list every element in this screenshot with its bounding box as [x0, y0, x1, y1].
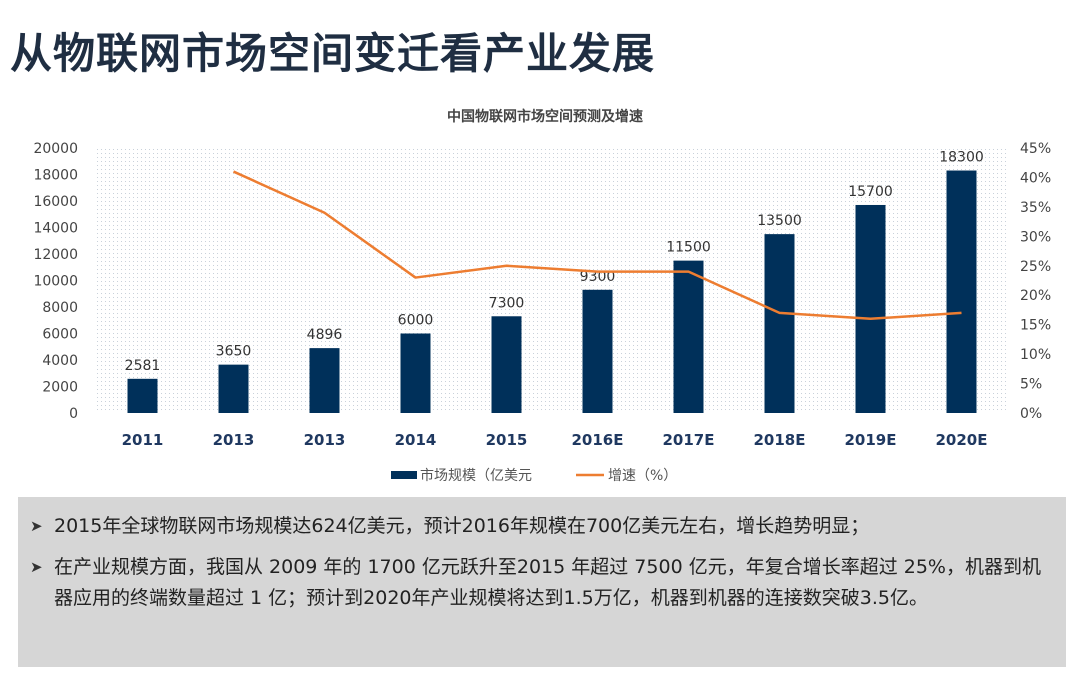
bar [582, 289, 613, 413]
x-tick-label: 2011 [122, 431, 164, 449]
bar-value-label: 18300 [939, 150, 984, 166]
bar [400, 333, 431, 413]
left-tick-label: 0 [69, 406, 78, 422]
right-tick-label: 30% [1020, 229, 1051, 245]
x-tick-label: 2016E [572, 431, 624, 449]
left-tick-label: 2000 [42, 380, 78, 396]
bar-value-label: 15700 [848, 184, 893, 200]
left-tick-label: 14000 [33, 221, 78, 237]
chart-title: 中国物联网市场空间预测及增速 [447, 108, 643, 125]
bar-value-label: 3650 [216, 344, 252, 360]
legend-label-line: 增速（%） [608, 468, 677, 484]
arrow-bullet-icon: ➤ [30, 558, 43, 576]
bar-value-label: 4896 [307, 327, 343, 343]
right-tick-label: 40% [1020, 170, 1051, 186]
right-tick-label: 35% [1020, 200, 1051, 216]
bar [764, 234, 795, 413]
right-tick-label: 25% [1020, 259, 1051, 275]
note-text: 在产业规模方面，我国从 2009 年的 1700 亿元跃升至2015 年超过 7… [54, 556, 1041, 609]
bar [491, 316, 522, 413]
left-tick-label: 6000 [42, 327, 78, 343]
right-tick-label: 15% [1020, 318, 1051, 334]
legend-label-bar: 市场规模（亿美元 [420, 467, 532, 484]
bar-value-label: 11500 [666, 240, 711, 256]
right-tick-label: 0% [1020, 406, 1042, 422]
note-item: ➤ 2015年全球物联网市场规模达624亿美元，预计2016年规模在700亿美元… [30, 511, 1052, 542]
bar [673, 260, 704, 413]
left-tick-label: 16000 [33, 194, 78, 210]
bar-value-label: 7300 [489, 295, 525, 311]
left-tick-label: 18000 [33, 168, 78, 184]
bar-data-labels: 2581365048966000730093001150013500157001… [125, 150, 984, 374]
plot-area [97, 148, 1007, 413]
bar [309, 348, 340, 413]
x-tick-label: 2018E [754, 431, 806, 449]
x-tick-label: 2013 [213, 431, 255, 449]
x-tick-label: 2014 [395, 431, 437, 449]
right-tick-label: 10% [1020, 347, 1051, 363]
x-tick-label: 2019E [845, 431, 897, 449]
line-series [232, 170, 962, 321]
right-tick-label: 5% [1020, 377, 1042, 393]
left-tick-label: 4000 [42, 353, 78, 369]
bar-value-label: 2581 [125, 358, 161, 374]
bar-value-label: 13500 [757, 213, 802, 229]
market-chart: 中国物联网市场空间预测及增速 0 2000 4000 6000 8000 10000 120… [33, 108, 1051, 484]
note-item: ➤ 在产业规模方面，我国从 2009 年的 1700 亿元跃升至2015 年超过… [30, 552, 1052, 614]
x-tick-label: 2017E [663, 431, 715, 449]
legend: 市场规模（亿美元 增速（%） [391, 467, 677, 484]
note-text: 2015年全球物联网市场规模达624亿美元，预计2016年规模在700亿美元左右… [54, 515, 870, 537]
bar [946, 170, 977, 413]
slide-title: 从物联网市场空间变迁看产业发展 [10, 29, 656, 78]
right-axis: 0% 5% 10% 15% 20% 25% 30% 35% 40% 45% [1020, 141, 1051, 422]
right-tick-label: 45% [1020, 141, 1051, 157]
bar [127, 378, 158, 413]
x-tick-label: 2015 [486, 431, 528, 449]
left-axis: 0 2000 4000 6000 8000 10000 12000 14000 16000 180… [33, 141, 78, 422]
bar [855, 204, 886, 413]
bar-series [127, 170, 977, 413]
right-tick-label: 20% [1020, 288, 1051, 304]
left-tick-label: 10000 [33, 274, 78, 290]
bar-value-label: 6000 [398, 313, 434, 329]
x-tick-label: 2013 [304, 431, 346, 449]
x-tick-label: 2020E [936, 431, 988, 449]
legend-swatch-bar [391, 471, 417, 479]
x-axis: 2011 2013 2013 2014 2015 2016E 2017E 2018E 2019E… [122, 431, 988, 449]
growth-line [232, 170, 962, 321]
left-tick-label: 20000 [33, 141, 78, 157]
left-tick-label: 8000 [42, 300, 78, 316]
bar [218, 364, 249, 413]
left-tick-label: 12000 [33, 247, 78, 263]
notes-panel: ➤ 2015年全球物联网市场规模达624亿美元，预计2016年规模在700亿美元… [18, 497, 1066, 667]
arrow-bullet-icon: ➤ [30, 517, 43, 535]
